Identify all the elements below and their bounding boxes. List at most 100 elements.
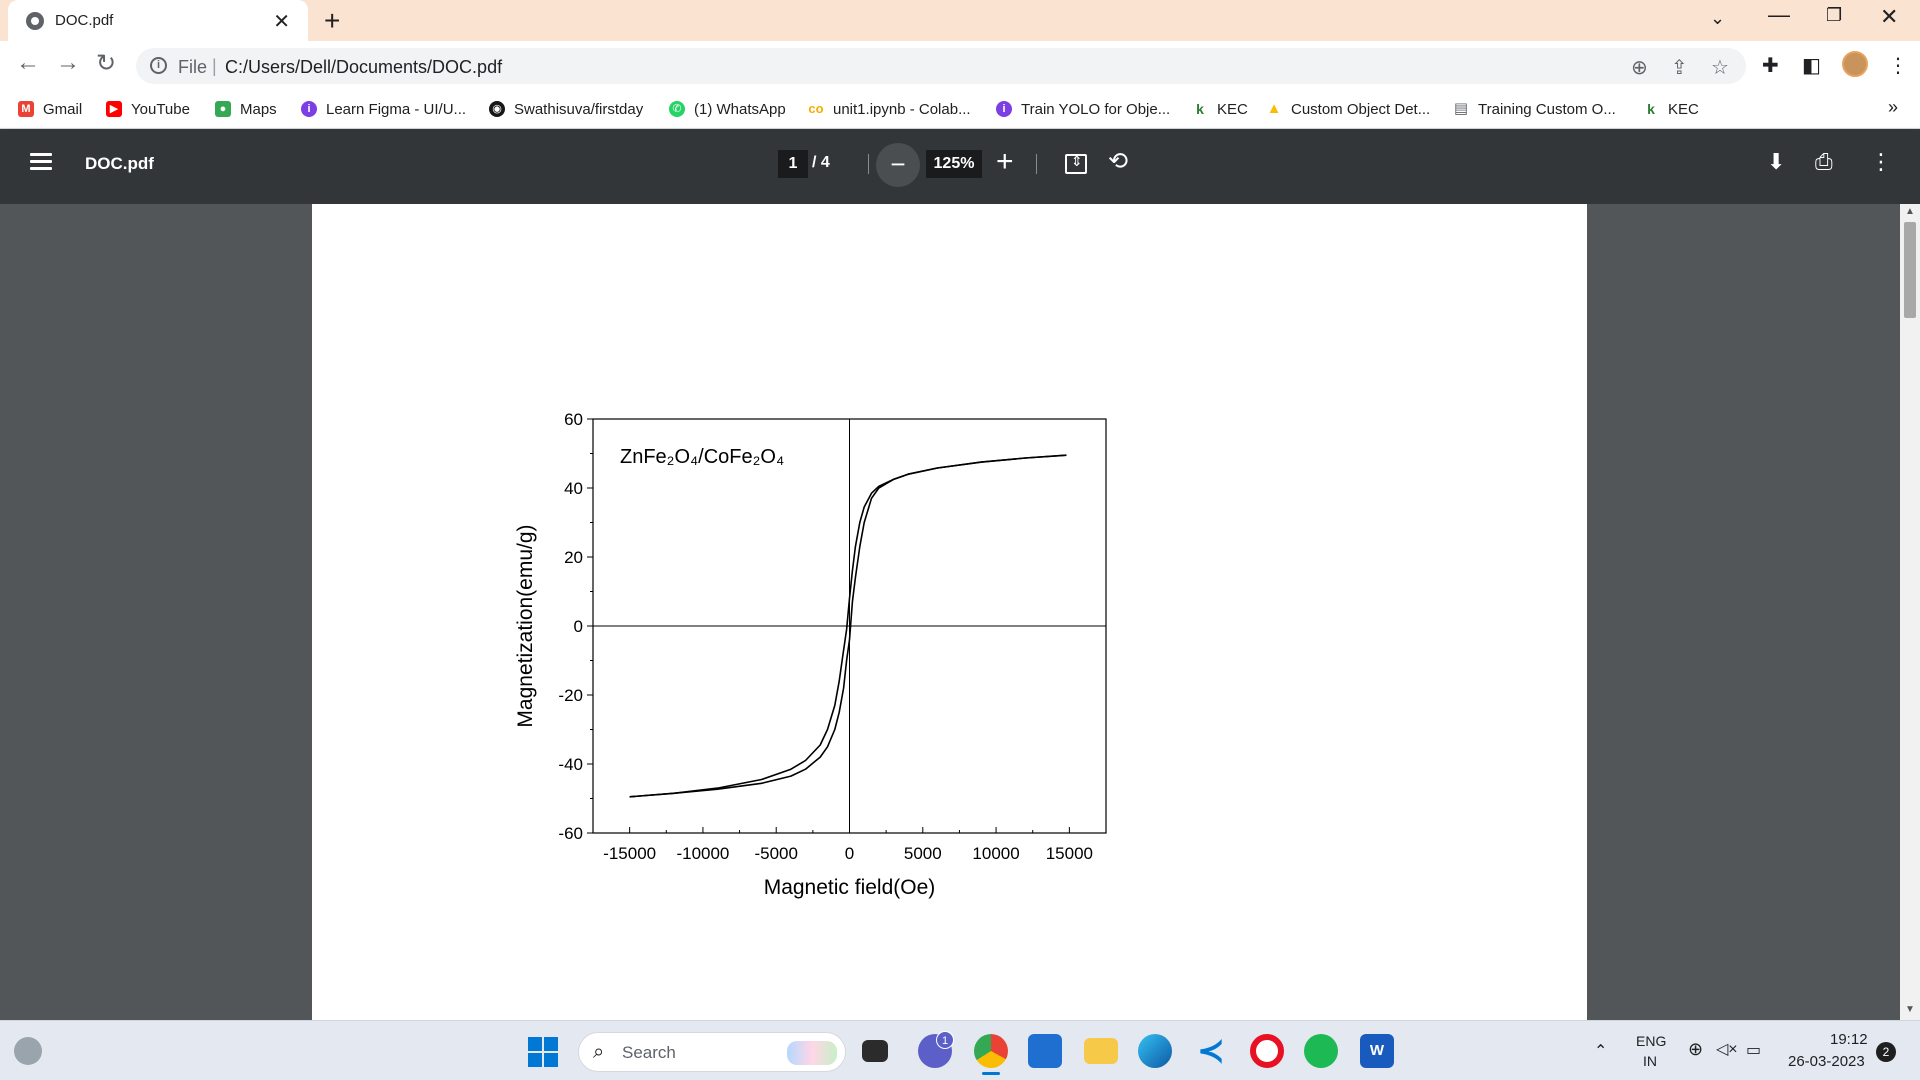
forward-arrow-icon[interactable]: → [56,49,80,76]
task-view-icon[interactable] [862,1040,888,1062]
microsoft-store-icon[interactable] [1028,1034,1062,1068]
x-tick-label: 15000 [1046,844,1093,863]
browser-toolbar: ← → ↻ i File | C:/Users/Dell/Documents/D… [0,41,1920,89]
new-tab-button[interactable]: + [324,5,341,36]
bookmark-learn-figma[interactable]: i Learn Figma - UI/U... [301,95,466,123]
globe-icon [26,12,44,30]
restore-button[interactable]: ❐ [1826,5,1843,25]
show-hidden-icons-chevron-icon[interactable]: ⌃ [1594,1043,1608,1060]
document-icon: ▤ [1453,100,1469,117]
zoom-out-button[interactable]: − [876,143,920,187]
edge-icon[interactable] [1138,1034,1172,1068]
more-actions-icon[interactable]: ⋮ [1870,149,1892,174]
battery-icon[interactable]: ▭ [1746,1042,1762,1059]
hamburger-menu-icon[interactable] [30,153,52,171]
scroll-up-arrow-icon[interactable]: ▲ [1905,206,1915,217]
notification-badge[interactable]: 2 [1876,1042,1896,1062]
speaker-muted-icon[interactable]: ◁× [1716,1041,1738,1058]
reload-icon[interactable]: ↻ [96,50,117,77]
opera-icon[interactable] [1250,1034,1284,1068]
y-axis-label: Magnetization(emu/g) [514,524,537,727]
hysteresis-chart: -15000 -10000 -5000 0 5000 10000 15000 60 40 20 0 -… [514,410,1107,899]
rotate-icon[interactable]: ⟲ [1108,148,1129,175]
figma-course-icon: i [301,101,317,117]
vertical-scrollbar[interactable]: ▲ ▼ [1900,204,1920,1020]
x-tick-label: 5000 [904,844,942,863]
search-icon: ⌕ [593,1041,605,1063]
course-icon: i [996,101,1012,117]
bookmarks-bar: M Gmail ▶ YouTube ● Maps i Learn Figma - UI/… [0,89,1920,129]
share-icon[interactable]: ⇪ [1671,57,1688,79]
bookmark-whatsapp[interactable]: ✆ (1) WhatsApp [669,95,786,123]
bookmark-train-yolo[interactable]: i Train YOLO for Obje... [996,95,1170,123]
print-icon[interactable]: ⎙ [1815,149,1833,174]
pdf-title: DOC.pdf [85,154,154,173]
bookmark-maps[interactable]: ● Maps [215,95,277,123]
pdf-viewer[interactable]: -15000 -10000 -5000 0 5000 10000 15000 60 40 20 0 -… [0,204,1920,1020]
bookmark-gmail[interactable]: M Gmail [18,95,82,123]
x-tick-label: 0 [845,844,854,863]
scroll-down-arrow-icon[interactable]: ▼ [1905,1004,1915,1015]
bookmark-custom-object[interactable]: ▲ Custom Object Det... [1266,100,1431,118]
tab-title: DOC.pdf [55,12,114,29]
download-icon[interactable]: ⬇ [1767,149,1786,174]
taskbar-search[interactable]: ⌕ Search [578,1032,846,1072]
clock-date[interactable]: 26-03-2023 [1788,1053,1865,1070]
tab-search-chevron-icon[interactable]: ⌄ [1710,8,1726,28]
drive-icon: ▲ [1266,100,1282,117]
bookmark-training-custom[interactable]: ▤ Training Custom O... [1453,100,1616,118]
github-icon: ◉ [489,101,505,117]
whatsapp-icon: ✆ [669,101,685,117]
url-divider: | [212,56,217,76]
bookmark-star-icon[interactable]: ☆ [1711,57,1729,79]
address-bar[interactable]: i File | C:/Users/Dell/Documents/DOC.pdf… [136,48,1746,84]
profile-avatar[interactable] [1842,51,1868,77]
spotify-icon[interactable] [1304,1034,1338,1068]
tab-strip: DOC.pdf ✕ + ⌄ — ❐ ✕ [0,0,1920,41]
language-primary[interactable]: ENG [1636,1033,1667,1049]
word-icon[interactable]: W [1360,1034,1394,1068]
close-tab-icon[interactable]: ✕ [273,11,290,33]
language-secondary: IN [1643,1053,1657,1069]
tab-doc-pdf[interactable]: DOC.pdf ✕ [8,0,308,41]
clock-time[interactable]: 19:12 [1830,1031,1868,1048]
y-tick-label: 0 [574,617,583,636]
fit-to-page-icon[interactable] [1065,153,1087,174]
url-scheme: File [178,57,208,77]
y-tick-label: 20 [564,548,583,567]
colab-icon: co [808,101,824,116]
zoom-level-input[interactable]: 125% [926,150,982,178]
network-globe-icon[interactable]: ⊕ [1688,1039,1704,1059]
bookmark-github[interactable]: ◉ Swathisuva/firstday [489,95,643,123]
zoom-in-button[interactable]: + [996,145,1014,178]
chrome-menu-icon[interactable]: ⋮ [1888,55,1908,77]
bookmark-colab[interactable]: co unit1.ipynb - Colab... [808,100,971,118]
bookmark-kec-2[interactable]: k KEC [1643,95,1699,123]
side-panel-icon[interactable]: ◧ [1802,55,1821,77]
extensions-puzzle-icon[interactable]: ✚ [1762,55,1779,77]
scrollbar-thumb[interactable] [1904,222,1916,318]
close-window-button[interactable]: ✕ [1880,4,1899,29]
y-tick-label: -60 [558,824,583,843]
url-text[interactable]: C:/Users/Dell/Documents/DOC.pdf [225,57,503,77]
back-arrow-icon[interactable]: ← [16,49,40,76]
more-bookmarks-chevron-icon[interactable]: » [1887,97,1898,117]
y-tick-label: 40 [564,479,583,498]
bookmark-kec[interactable]: k KEC [1192,95,1248,123]
vscode-icon[interactable]: ≺ [1196,1032,1226,1070]
page-number-input[interactable]: 1 [778,150,808,178]
minimize-button[interactable]: — [1768,2,1790,27]
windows-start-icon[interactable] [528,1037,558,1067]
zoom-icon[interactable]: ⊕ [1631,57,1648,79]
youtube-icon: ▶ [106,101,122,117]
bookmark-youtube[interactable]: ▶ YouTube [106,95,190,123]
weather-widget-icon[interactable] [14,1037,42,1065]
site-info-icon[interactable]: i [150,57,167,74]
x-axis-label: Magnetic field(Oe) [764,876,936,899]
chrome-icon[interactable] [974,1034,1008,1068]
gmail-icon: M [18,101,34,117]
file-explorer-icon[interactable] [1084,1038,1118,1064]
taskbar-search-text: Search [622,1043,676,1062]
toolbar-divider [868,154,869,174]
chart-annotation: ZnFe₂O₄/CoFe₂O₄ [620,446,784,468]
